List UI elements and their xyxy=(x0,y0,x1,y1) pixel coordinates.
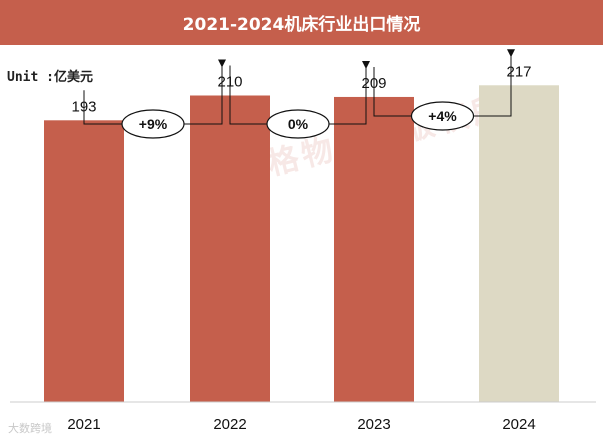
category-label-2023: 2023 xyxy=(357,416,390,433)
growth-badge-2023-2024 xyxy=(410,101,475,131)
bar-2021 xyxy=(44,120,124,402)
growth-label-2023-2024: +4% xyxy=(428,108,457,124)
category-label-2022: 2022 xyxy=(213,416,246,433)
value-label-2024: 217 xyxy=(506,63,531,80)
chart-title: 2021-2024机床行业出口情况 xyxy=(182,15,421,35)
unit-label: Unit :亿美元 xyxy=(7,70,93,85)
growth-label-2021-2022: +9% xyxy=(139,116,168,132)
growth-arrowhead-2022-2023 xyxy=(362,60,370,69)
bar-2022 xyxy=(190,95,270,402)
category-label-2021: 2021 xyxy=(67,416,100,433)
bar-2023 xyxy=(334,96,414,402)
bar-2024 xyxy=(479,85,559,402)
footer-watermark: 大数跨境 xyxy=(8,422,52,435)
growth-label-2022-2023: 0% xyxy=(288,116,309,132)
growth-arrowhead-2023-2024 xyxy=(507,49,515,58)
growth-badge-2022-2023 xyxy=(266,109,330,139)
growth-badge-2021-2022 xyxy=(121,109,185,139)
growth-arrowhead-2021-2022 xyxy=(218,59,226,68)
title-bar: 2021-2024机床行业出口情况 xyxy=(0,0,603,45)
category-label-2024: 2024 xyxy=(502,416,535,433)
